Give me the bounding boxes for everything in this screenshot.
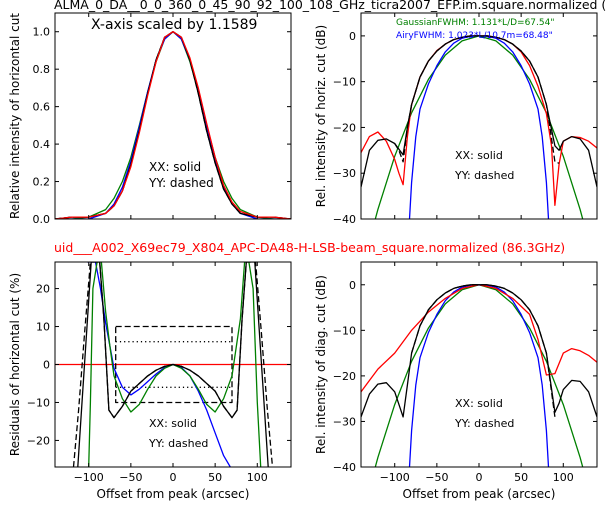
- y-tick-label: 1.0: [33, 26, 51, 39]
- y-tick-label: −30: [333, 167, 356, 180]
- y-tick-label: −30: [333, 415, 356, 428]
- annotation: YY: dashed: [454, 169, 514, 182]
- x-tick-label: −100: [380, 471, 410, 484]
- x-tick-label: −50: [119, 471, 142, 484]
- annotation: XX: solid: [149, 417, 197, 430]
- figure-title-top: ALMA_0_DA__0_0_360_0_45_90_92_100_108_GH…: [54, 0, 606, 12]
- annotation: XX: solid: [149, 160, 201, 174]
- series-line-2: [55, 31, 291, 219]
- series-line-3: [55, 31, 291, 219]
- legend-entry: GaussianFWHM: 1.131*L/D=67.54": [396, 18, 554, 28]
- annotation: YY: dashed: [148, 437, 208, 450]
- plot-area: [55, 31, 291, 219]
- y-tick-label: −40: [333, 213, 356, 226]
- y-tick-label: 0.6: [33, 101, 51, 114]
- x-tick-label: 50: [514, 471, 528, 484]
- x-axis-label: Offset from peak (arcsec): [97, 487, 250, 501]
- x-tick-label: 50: [208, 471, 222, 484]
- x-tick-label: 0: [476, 471, 483, 484]
- series-line-1: [408, 284, 550, 467]
- x-tick-label: −100: [74, 471, 104, 484]
- plot-area: [361, 35, 597, 219]
- y-tick-label: 0.4: [33, 138, 51, 151]
- series-line-4: [87, 262, 231, 467]
- y-tick-label: 0.8: [33, 63, 51, 76]
- series-line-3: [361, 284, 597, 418]
- y-tick-label: −40: [333, 461, 356, 474]
- y-tick-label: 0: [43, 359, 50, 372]
- x-tick-label: 100: [247, 471, 268, 484]
- y-tick-label: 0.0: [33, 213, 51, 226]
- plot-area: [55, 262, 291, 467]
- series-line-4: [55, 31, 291, 219]
- y-tick-label: −10: [333, 76, 356, 89]
- axes-frame: [360, 12, 598, 220]
- x-axis-label: Offset from peak (arcsec): [403, 487, 556, 501]
- series-line-0: [55, 31, 291, 219]
- x-tick-label: 0: [170, 471, 177, 484]
- y-tick-label: 20: [36, 283, 50, 296]
- chart-top-right: −40 −30 −20 −10 0 Rel. intensity of horiz. cu…: [314, 12, 598, 226]
- y-tick-label: −20: [27, 434, 50, 447]
- series-line-7: [72, 262, 274, 467]
- series-line-4: [410, 284, 556, 417]
- x-tick-label: 100: [553, 471, 574, 484]
- y-tick-label: 10: [36, 321, 50, 334]
- y-tick-label: −20: [333, 370, 356, 383]
- plot-area: [361, 284, 597, 467]
- series-line-2: [361, 284, 597, 393]
- series-line-1: [408, 35, 550, 219]
- y-tick-label: −10: [333, 324, 356, 337]
- legend-entry: AiryFWHM: 1.023*L/10.7m=68.48": [396, 31, 553, 41]
- y-axis-label: Rel. intensity of horiz. cut (dB): [314, 25, 328, 207]
- axes-frame: [360, 261, 598, 468]
- annotation: YY: dashed: [454, 417, 514, 430]
- annotation: X-axis scaled by 1.1589: [91, 17, 257, 33]
- y-axis-label: Residuals of horizontal cut (%): [8, 273, 22, 456]
- annotation: XX: solid: [455, 397, 503, 410]
- annotation: XX: solid: [455, 149, 503, 162]
- series-line-5: [88, 262, 262, 467]
- y-tick-label: 0: [349, 279, 356, 292]
- annotation: YY: dashed: [148, 176, 214, 190]
- y-tick-label: 0: [349, 30, 356, 43]
- y-tick-label: −20: [333, 121, 356, 134]
- y-tick-label: 0.2: [33, 176, 51, 189]
- chart-top-left: 0.0 0.2 0.4 0.6 0.8 1.0 Relative intensity of …: [8, 12, 292, 226]
- x-tick-label: −50: [425, 471, 448, 484]
- series-line-4: [394, 35, 560, 164]
- figure-title-mid: uid___A002_X69ec79_X804_APC-DA48-H-LSB-b…: [54, 240, 565, 255]
- series-line-1: [115, 325, 233, 404]
- y-axis-label: Relative intensity of horizontal cut: [8, 13, 22, 219]
- y-tick-label: −10: [27, 396, 50, 409]
- y-axis-label: Rel. intensity of diag. cut (dB): [314, 275, 328, 454]
- series-line-1: [55, 31, 291, 219]
